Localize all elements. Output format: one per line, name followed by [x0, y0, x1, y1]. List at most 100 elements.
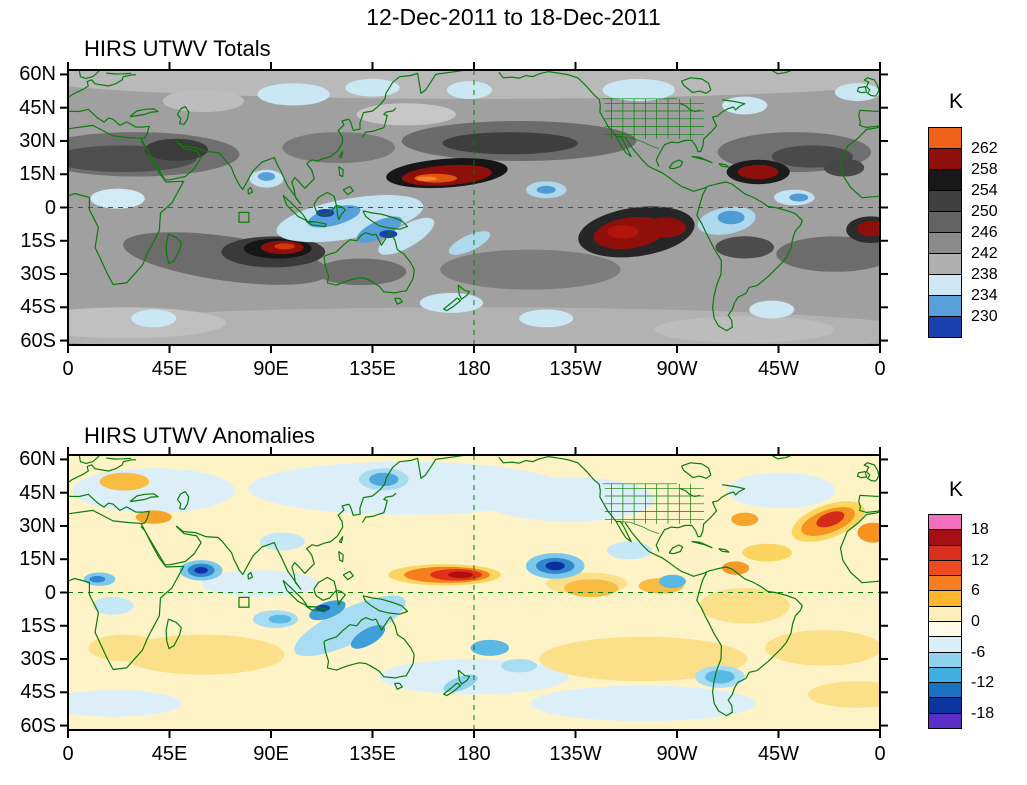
coastline-path — [78, 70, 101, 79]
colorbar-anomalies-segment — [928, 666, 962, 684]
lon-tick-label-totals: 90E — [253, 358, 289, 380]
coastline-path — [718, 163, 730, 168]
contour-blob — [99, 472, 150, 491]
contour-blob — [316, 209, 335, 217]
coastline-path — [165, 618, 182, 650]
colorbar-totals-segment — [928, 148, 962, 170]
coastline-path — [498, 456, 632, 543]
coastline-path — [362, 210, 409, 230]
colorbar-totals-tick-label: 254 — [971, 182, 998, 199]
contour-blob — [89, 575, 106, 583]
coastline-path — [338, 536, 344, 544]
lat-tick-label-totals: 0 — [44, 196, 56, 219]
coastline-path — [859, 109, 880, 112]
panel-title-anomalies: HIRS UTWV Anomalies — [84, 423, 316, 448]
coastline-path — [68, 493, 150, 524]
colorbar-totals-segment — [928, 169, 962, 191]
coastline-path — [863, 462, 880, 482]
lon-tick-label-anomalies: 0 — [62, 743, 74, 765]
contour-blob — [645, 217, 686, 238]
coastline-path — [696, 566, 803, 717]
coastline-path — [313, 576, 337, 601]
contour-blob — [162, 89, 244, 113]
colorbar-totals-tick-label: 234 — [971, 287, 998, 304]
contour-blob — [816, 511, 845, 528]
colorbar-totals-tick-label: 230 — [971, 308, 998, 325]
contour-blob — [776, 236, 880, 272]
colorbar-totals-segment — [928, 274, 962, 296]
coastline-path — [863, 77, 880, 97]
lat-tick-label-totals: 60N — [19, 63, 56, 86]
colorbar-totals-segment — [928, 190, 962, 212]
lon-tick-label-totals: 135E — [349, 358, 396, 380]
contour-blob — [257, 83, 330, 106]
contour-blob — [749, 300, 795, 319]
colorbar-totals-segment — [928, 295, 962, 317]
lat-tick-label-totals: 15N — [19, 163, 56, 186]
coastline-path — [668, 544, 684, 555]
contour-blob — [654, 316, 835, 343]
colorbar-anomalies-tick-label: 18 — [971, 521, 989, 539]
coastline-path — [696, 181, 803, 332]
contour-blob — [742, 543, 792, 562]
colorbar-anomalies-segment — [928, 651, 962, 668]
lat-tick-label-anomalies: 45N — [19, 481, 56, 504]
coastline-path — [68, 108, 150, 139]
coastline-path — [68, 74, 137, 99]
lat-tick-label-anomalies: 60S — [20, 714, 56, 737]
contour-blob — [765, 630, 880, 666]
lon-tick-label-anomalies: 90W — [656, 743, 698, 765]
lat-tick-label-totals: 45S — [20, 296, 56, 319]
coastline-path — [338, 166, 344, 178]
lon-tick-label-totals: 90W — [656, 358, 698, 380]
coastline-path — [361, 492, 397, 523]
colorbar-totals-segment — [928, 232, 962, 254]
coastline-path — [718, 548, 730, 553]
contour-blob — [257, 172, 276, 181]
coastline-path — [624, 522, 708, 577]
contour-blob — [144, 138, 208, 161]
lat-tick-label-anomalies: 15S — [20, 614, 56, 637]
contour-blob — [345, 78, 400, 97]
contour-blob — [705, 670, 735, 684]
coastline-path — [106, 72, 132, 75]
contour-blob — [717, 210, 745, 225]
colorbar-anomalies-segment — [928, 575, 962, 592]
colorbar-unit-anomalies: K — [948, 478, 963, 501]
colorbar-totals-tick-label: 258 — [971, 161, 998, 178]
coastline-path — [176, 491, 190, 510]
lon-tick-label-totals: 45E — [151, 358, 188, 380]
lon-tick-label-totals: 0 — [874, 358, 886, 380]
coastline-path — [856, 86, 868, 94]
coastline-path — [140, 525, 202, 566]
contour-blob — [369, 472, 399, 487]
coastline-path — [394, 682, 403, 690]
region-box — [238, 211, 250, 223]
colorbar-totals-tick-label: 242 — [971, 245, 998, 262]
border-path — [616, 136, 660, 150]
coastline-path — [771, 70, 793, 75]
colorbar-unit-totals: K — [948, 90, 963, 113]
coastline-path — [394, 297, 403, 305]
lat-tick-label-anomalies: 15N — [19, 548, 56, 571]
colorbar-totals-segment — [928, 211, 962, 233]
contour-blob — [519, 309, 574, 328]
contour-blob — [470, 639, 509, 656]
coastline-path — [361, 107, 397, 138]
contour-blob — [857, 522, 880, 543]
figure-title: 12-Dec-2011 to 18-Dec-2011 — [366, 4, 661, 30]
panel-title-totals: HIRS UTWV Totals — [84, 36, 271, 61]
contour-blob — [446, 81, 493, 99]
colorbar-anomalies-segment — [928, 529, 962, 546]
coastline-path — [859, 494, 880, 497]
contour-blob — [564, 579, 619, 597]
colorbar-anomalies-segment — [928, 697, 962, 714]
coastline-path — [323, 616, 415, 679]
coastline-path — [858, 110, 880, 128]
coastline-path — [443, 682, 462, 697]
contour-blob — [807, 681, 880, 708]
contour-blob — [607, 225, 639, 239]
contour-blob — [530, 685, 756, 722]
contour-blob — [356, 103, 456, 126]
